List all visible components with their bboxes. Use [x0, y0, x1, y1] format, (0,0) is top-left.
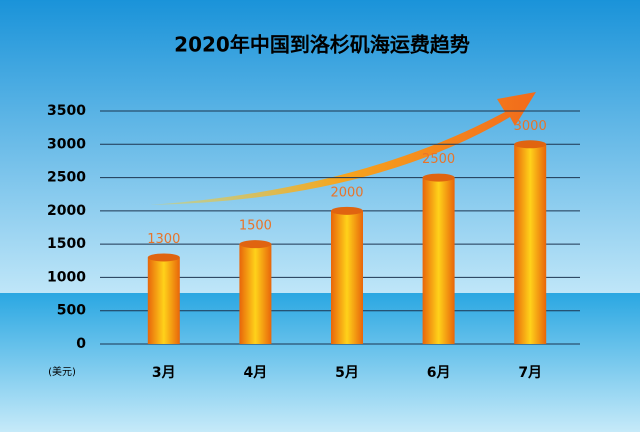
bar	[422, 173, 455, 344]
x-tick-label: 7月	[518, 365, 542, 381]
bar-top	[147, 253, 180, 262]
y-unit: (美元)	[48, 365, 76, 378]
y-tick-label: 1000	[47, 269, 86, 285]
y-tick-label: 2000	[47, 203, 86, 219]
value-label: 2500	[422, 152, 455, 167]
x-tick-label: 3月	[152, 365, 176, 381]
bar-body	[422, 177, 455, 344]
bar-top	[422, 173, 455, 182]
x-tick-label: 5月	[335, 365, 359, 381]
y-tick-label: 500	[57, 303, 86, 319]
bar-top	[331, 206, 363, 215]
y-tick-label: 2500	[47, 170, 86, 186]
value-label: 3000	[514, 119, 547, 134]
chart-title: 2020年中国到洛杉矶海运费趋势	[174, 33, 470, 57]
bar	[514, 140, 547, 344]
bar-body	[147, 257, 180, 344]
bar	[239, 240, 272, 344]
y-tick-label: 3000	[47, 136, 86, 152]
y-tick-label: 1500	[47, 236, 86, 252]
value-label: 2000	[330, 185, 363, 200]
y-tick-label: 3500	[47, 103, 86, 119]
x-tick-label: 6月	[427, 365, 451, 381]
value-label: 1500	[239, 219, 272, 234]
x-tick-label: 4月	[244, 365, 268, 381]
bar-top	[514, 140, 547, 149]
y-tick-label: 0	[76, 336, 86, 352]
bar-body	[331, 210, 363, 344]
bar	[331, 206, 363, 344]
bar	[147, 253, 180, 344]
bar-top	[239, 240, 272, 249]
bar-body	[239, 244, 272, 344]
value-label: 1300	[147, 232, 180, 247]
bar-body	[514, 144, 547, 344]
